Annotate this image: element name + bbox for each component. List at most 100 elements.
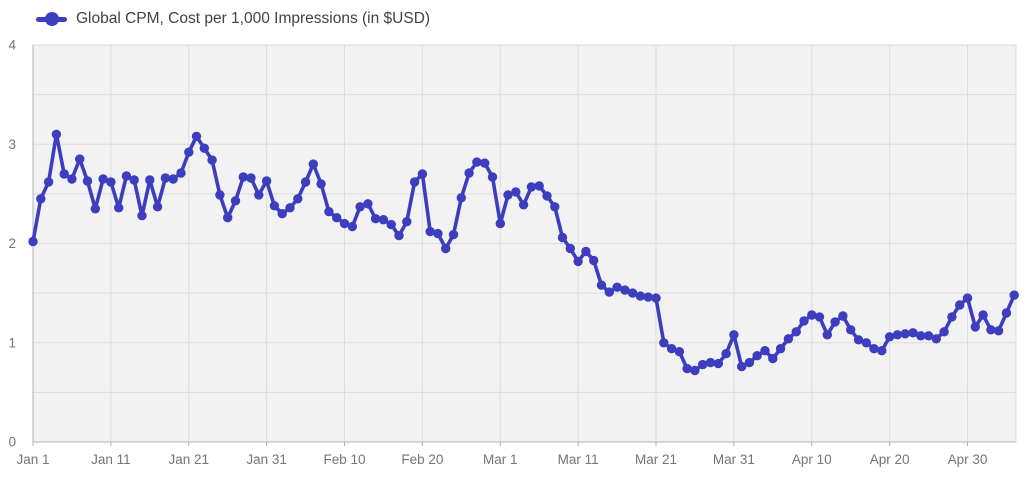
data-point[interactable] <box>884 332 895 342</box>
data-point[interactable] <box>75 154 85 164</box>
data-point[interactable] <box>121 171 132 181</box>
data-point[interactable] <box>853 335 864 345</box>
data-point[interactable] <box>643 292 653 302</box>
data-point[interactable] <box>456 193 466 203</box>
data-point[interactable] <box>269 201 280 211</box>
data-point[interactable] <box>589 255 599 266</box>
data-point[interactable] <box>627 288 638 298</box>
data-point[interactable] <box>448 229 459 240</box>
data-point[interactable] <box>43 177 54 187</box>
data-point[interactable] <box>487 172 498 182</box>
data-point[interactable] <box>978 310 988 320</box>
data-point[interactable] <box>760 346 770 356</box>
data-point[interactable] <box>752 351 762 361</box>
data-point[interactable] <box>114 203 124 213</box>
data-point[interactable] <box>223 213 233 223</box>
data-point[interactable] <box>378 215 389 225</box>
data-point[interactable] <box>425 226 435 237</box>
data-point[interactable] <box>729 330 739 340</box>
data-point[interactable] <box>807 310 817 320</box>
data-point[interactable] <box>495 218 505 229</box>
data-point[interactable] <box>511 187 521 197</box>
data-point[interactable] <box>215 190 225 200</box>
data-point[interactable] <box>402 217 412 227</box>
data-point[interactable] <box>433 228 443 239</box>
data-point[interactable] <box>300 177 311 187</box>
data-point[interactable] <box>635 291 646 301</box>
data-point[interactable] <box>986 325 996 335</box>
data-point[interactable] <box>947 312 957 322</box>
data-point[interactable] <box>1009 290 1019 300</box>
data-point[interactable] <box>332 213 342 223</box>
data-point[interactable] <box>293 194 303 204</box>
data-point[interactable] <box>620 285 630 295</box>
data-point[interactable] <box>129 175 139 185</box>
data-point[interactable] <box>316 179 326 189</box>
data-point[interactable] <box>690 365 700 376</box>
data-point[interactable] <box>846 325 856 335</box>
data-point[interactable] <box>861 338 871 348</box>
data-point[interactable] <box>347 221 357 232</box>
data-point[interactable] <box>90 204 101 214</box>
data-point[interactable] <box>822 330 832 340</box>
data-point[interactable] <box>659 338 669 348</box>
data-point[interactable] <box>550 202 560 212</box>
data-point[interactable] <box>674 347 685 357</box>
data-point[interactable] <box>791 327 801 337</box>
data-point[interactable] <box>480 158 490 168</box>
data-point[interactable] <box>900 329 910 339</box>
data-point[interactable] <box>28 236 38 247</box>
data-point[interactable] <box>277 209 287 219</box>
data-point[interactable] <box>145 175 155 185</box>
data-point[interactable] <box>199 143 209 153</box>
data-point[interactable] <box>409 177 420 187</box>
data-point[interactable] <box>1001 308 1012 318</box>
data-point[interactable] <box>744 357 755 368</box>
data-point[interactable] <box>106 177 116 187</box>
data-point[interactable] <box>261 176 272 186</box>
data-point[interactable] <box>955 300 965 310</box>
data-point[interactable] <box>775 344 786 354</box>
data-point[interactable] <box>254 190 264 200</box>
data-point[interactable] <box>838 311 848 321</box>
data-point[interactable] <box>308 159 318 169</box>
data-point[interactable] <box>705 357 716 368</box>
data-point[interactable] <box>596 280 607 290</box>
data-point[interactable] <box>962 293 973 303</box>
data-point[interactable] <box>464 168 474 178</box>
data-point[interactable] <box>207 155 217 165</box>
data-point[interactable] <box>799 316 809 326</box>
data-point[interactable] <box>191 131 202 141</box>
data-point[interactable] <box>877 346 887 356</box>
data-point[interactable] <box>363 199 373 209</box>
data-point[interactable] <box>783 334 794 344</box>
data-point[interactable] <box>441 243 451 254</box>
data-point[interactable] <box>98 174 108 184</box>
data-point[interactable] <box>534 181 544 191</box>
data-point[interactable] <box>168 174 178 184</box>
data-point[interactable] <box>557 232 568 243</box>
data-point[interactable] <box>503 190 513 200</box>
data-point[interactable] <box>737 361 747 372</box>
data-point[interactable] <box>830 317 840 327</box>
data-point[interactable] <box>51 129 62 139</box>
data-point[interactable] <box>386 219 396 230</box>
data-point[interactable] <box>666 344 677 354</box>
data-point[interactable] <box>970 322 980 332</box>
data-point[interactable] <box>939 327 949 337</box>
data-point[interactable] <box>581 246 591 257</box>
data-point[interactable] <box>176 168 186 178</box>
data-point[interactable] <box>698 359 708 370</box>
data-point[interactable] <box>713 358 723 369</box>
data-point[interactable] <box>238 172 248 182</box>
data-point[interactable] <box>908 328 918 338</box>
data-point[interactable] <box>604 287 614 297</box>
data-point[interactable] <box>612 282 622 292</box>
data-point[interactable] <box>573 256 583 267</box>
data-point[interactable] <box>472 157 482 167</box>
data-point[interactable] <box>82 176 93 186</box>
data-point[interactable] <box>923 331 934 341</box>
data-point[interactable] <box>152 202 163 212</box>
data-point[interactable] <box>916 331 926 341</box>
data-point[interactable] <box>67 174 77 184</box>
